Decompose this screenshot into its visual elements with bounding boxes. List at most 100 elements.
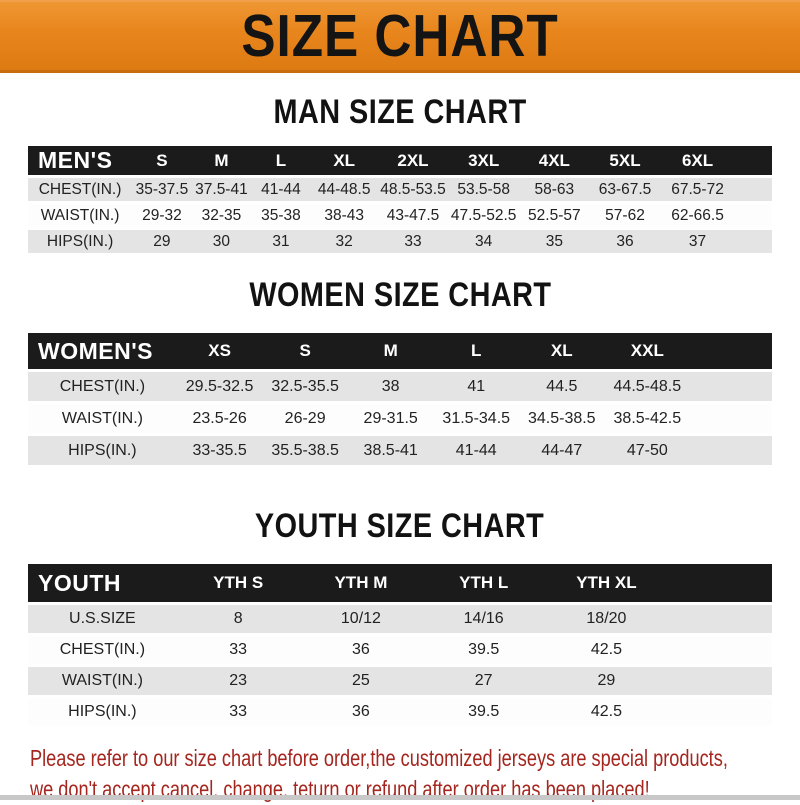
- column-header: YTH L: [422, 564, 546, 602]
- row-label: CHEST(IN.): [28, 636, 177, 664]
- women-table-label: WOMEN'S: [28, 333, 177, 369]
- table-cell: 10/12: [299, 605, 423, 633]
- column-header: L: [433, 333, 519, 369]
- table-cell: 29: [545, 667, 668, 695]
- cell-spacer: [690, 436, 772, 465]
- banner-title: SIZE CHART: [241, 2, 559, 69]
- cell-spacer: [667, 636, 772, 664]
- table-cell: 14/16: [422, 605, 546, 633]
- cell-spacer: [667, 667, 772, 695]
- table-cell: 52.5-57: [519, 204, 590, 227]
- row-label: CHEST(IN.): [28, 372, 177, 401]
- table-cell: 38.5-41: [347, 436, 434, 465]
- table-cell: 33-35.5: [176, 436, 263, 465]
- youth-waist-row: WAIST(IN.) 23 25 27 29: [28, 667, 772, 695]
- row-label: HIPS(IN.): [28, 698, 177, 726]
- men-table-header-row: MEN'S S M L XL 2XL 3XL 4XL 5XL 6XL: [28, 146, 772, 175]
- table-cell: 32.5-35.5: [262, 372, 348, 401]
- column-header: 4XL: [519, 146, 590, 175]
- row-label: HIPS(IN.): [28, 436, 177, 465]
- table-cell: 36: [589, 230, 661, 253]
- disclaimer-note: Please refer to our size chart before or…: [30, 743, 788, 805]
- men-size-table: MEN'S S M L XL 2XL 3XL 4XL 5XL 6XL CHEST…: [28, 143, 772, 256]
- table-cell: 62-66.5: [660, 204, 735, 227]
- column-header: 6XL: [660, 146, 735, 175]
- column-header: 2XL: [377, 146, 449, 175]
- table-cell: 42.5: [545, 636, 668, 664]
- table-cell: 33: [176, 636, 300, 664]
- table-cell: 35.5-38.5: [262, 436, 348, 465]
- table-cell: 18/20: [545, 605, 668, 633]
- table-cell: 39.5: [422, 636, 546, 664]
- table-cell: 36: [299, 636, 423, 664]
- table-cell: 31: [251, 230, 311, 253]
- cell-spacer: [734, 178, 772, 201]
- women-table-header-row: WOMEN'S XS S M L XL XXL: [28, 333, 772, 369]
- women-hips-row: HIPS(IN.) 33-35.5 35.5-38.5 38.5-41 41-4…: [28, 436, 772, 465]
- women-chest-row: CHEST(IN.) 29.5-32.5 32.5-35.5 38 41 44.…: [28, 372, 772, 401]
- table-cell: 48.5-53.5: [377, 178, 449, 201]
- table-cell: 37: [660, 230, 735, 253]
- column-header: M: [191, 146, 252, 175]
- table-cell: 23.5-26: [176, 404, 263, 433]
- youth-section-title: YOUTH SIZE CHART: [0, 505, 800, 546]
- table-cell: 42.5: [545, 698, 668, 726]
- youth-size-table: YOUTH YTH S YTH M YTH L YTH XL U.S.SIZE …: [28, 561, 772, 729]
- header-spacer: [690, 333, 772, 369]
- table-cell: 53.5-58: [448, 178, 519, 201]
- table-cell: 39.5: [422, 698, 546, 726]
- cell-spacer: [667, 605, 772, 633]
- women-section-title-text: WOMEN SIZE CHART: [248, 274, 552, 315]
- column-header: XL: [519, 333, 605, 369]
- row-label: CHEST(IN.): [28, 178, 133, 201]
- youth-table-header-row: YOUTH YTH S YTH M YTH L YTH XL: [28, 564, 772, 602]
- table-cell: 29: [132, 230, 192, 253]
- cell-spacer: [667, 698, 772, 726]
- table-cell: 23: [176, 667, 300, 695]
- table-cell: 29.5-32.5: [176, 372, 263, 401]
- column-header: YTH M: [299, 564, 423, 602]
- youth-chest-row: CHEST(IN.) 33 36 39.5 42.5: [28, 636, 772, 664]
- table-cell: 44.5-48.5: [604, 372, 691, 401]
- table-cell: 32: [310, 230, 378, 253]
- table-cell: 41: [433, 372, 519, 401]
- table-cell: 35-37.5: [132, 178, 192, 201]
- table-cell: 67.5-72: [660, 178, 735, 201]
- men-chest-row: CHEST(IN.) 35-37.5 37.5-41 41-44 44-48.5…: [28, 178, 772, 201]
- table-cell: 35-38: [251, 204, 311, 227]
- column-header: XXL: [604, 333, 691, 369]
- women-waist-row: WAIST(IN.) 23.5-26 26-29 29-31.5 31.5-34…: [28, 404, 772, 433]
- row-label: WAIST(IN.): [28, 404, 177, 433]
- row-label: WAIST(IN.): [28, 204, 133, 227]
- table-cell: 31.5-34.5: [433, 404, 519, 433]
- row-label: U.S.SIZE: [28, 605, 177, 633]
- table-cell: 27: [422, 667, 546, 695]
- table-cell: 32-35: [191, 204, 252, 227]
- table-cell: 29-32: [132, 204, 192, 227]
- table-cell: 30: [191, 230, 252, 253]
- table-cell: 25: [299, 667, 423, 695]
- youth-section-title-text: YOUTH SIZE CHART: [255, 505, 545, 546]
- table-cell: 58-63: [519, 178, 590, 201]
- header-spacer: [734, 146, 772, 175]
- column-header: S: [132, 146, 192, 175]
- table-cell: 33: [176, 698, 300, 726]
- table-cell: 47-50: [604, 436, 691, 465]
- table-cell: 43-47.5: [377, 204, 449, 227]
- table-cell: 63-67.5: [589, 178, 661, 201]
- table-cell: 34: [448, 230, 519, 253]
- column-header: M: [347, 333, 434, 369]
- bottom-edge-stripe: [0, 795, 800, 800]
- table-cell: 38-43: [310, 204, 378, 227]
- cell-spacer: [734, 204, 772, 227]
- table-cell: 41-44: [251, 178, 311, 201]
- table-cell: 44-47: [519, 436, 605, 465]
- column-header: XL: [310, 146, 378, 175]
- column-header: XS: [176, 333, 263, 369]
- disclaimer-line-2: we don't accept cancel, change, teturn o…: [30, 776, 650, 802]
- table-cell: 38: [347, 372, 434, 401]
- header-spacer: [667, 564, 772, 602]
- column-header: L: [251, 146, 311, 175]
- youth-hips-row: HIPS(IN.) 33 36 39.5 42.5: [28, 698, 772, 726]
- men-hips-row: HIPS(IN.) 29 30 31 32 33 34 35 36 37: [28, 230, 772, 253]
